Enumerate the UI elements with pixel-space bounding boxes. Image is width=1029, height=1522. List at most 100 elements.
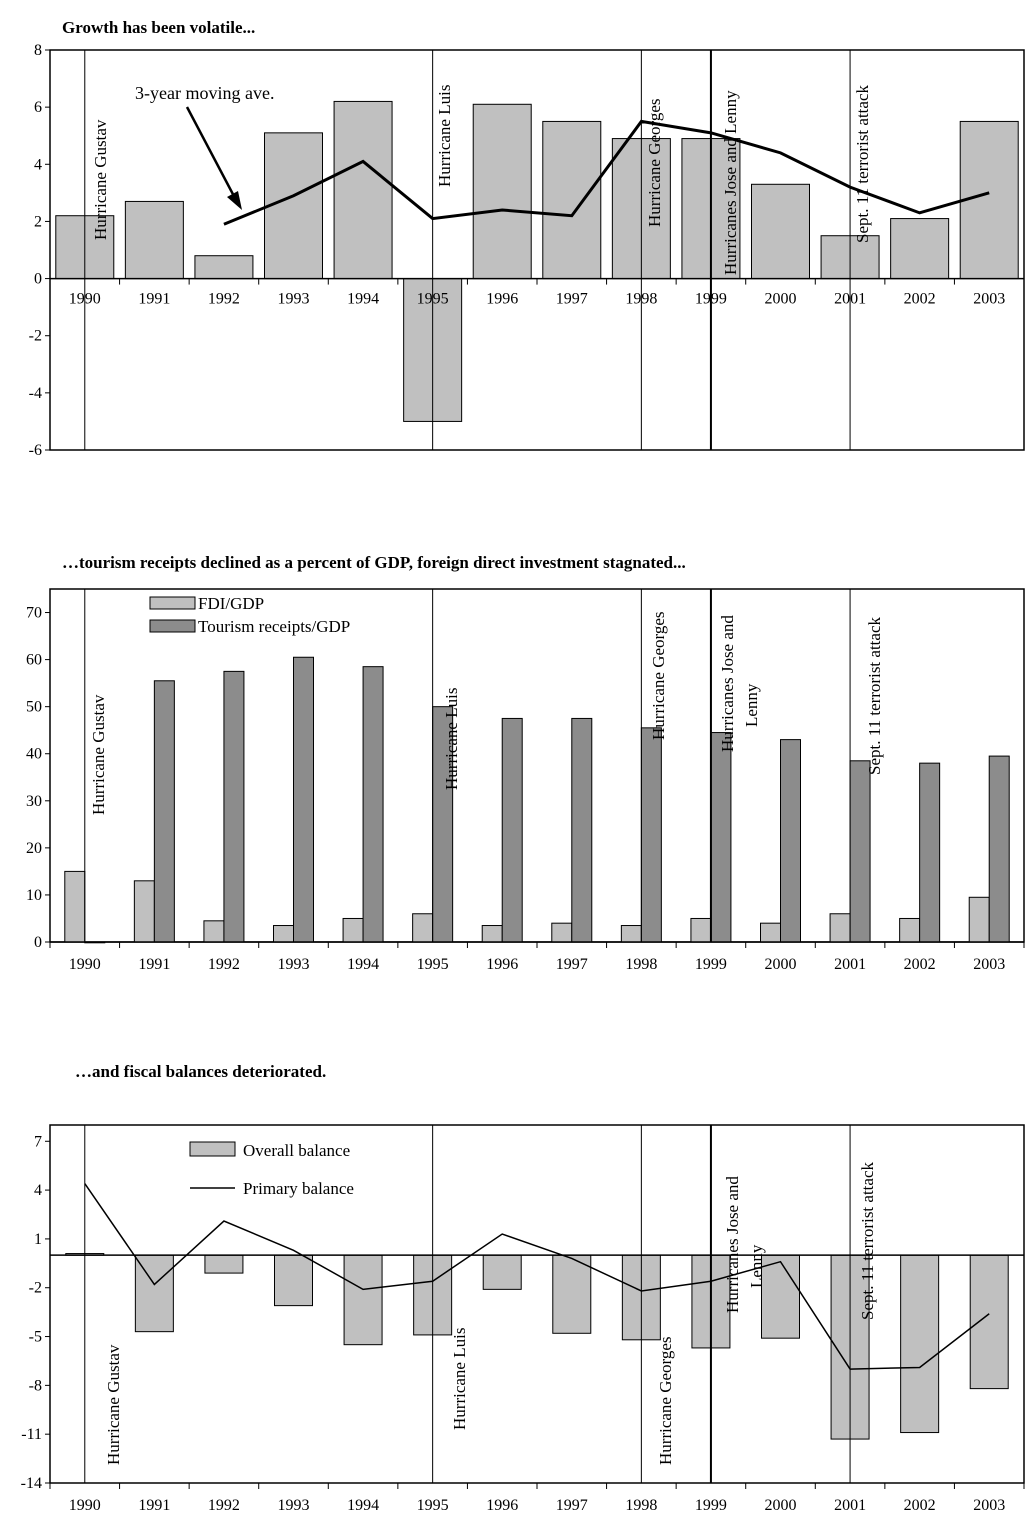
y-tick-label: 6: [34, 99, 42, 116]
y-tick-label: -4: [29, 385, 42, 402]
x-tick-label: 1995: [417, 291, 449, 308]
bar-tourism-receipts-gdp-2002: [919, 762, 941, 943]
bar-growth-1997: [542, 120, 602, 280]
event-label-1995: Hurricane Luis: [450, 1328, 469, 1430]
moving-average-annotation: 3-year moving ave.: [135, 83, 274, 103]
bar-growth-1996: [472, 103, 532, 280]
x-tick-label: 2003: [973, 1497, 1005, 1514]
x-tick-label: 1997: [556, 1497, 588, 1514]
y-tick-label: 7: [34, 1133, 42, 1150]
y-tick-label: -8: [29, 1377, 42, 1394]
bar-fdi-gdp-2001: [829, 913, 851, 943]
legend-swatch-fdi: [149, 596, 196, 610]
bar-overall-balance-1992: [204, 1254, 244, 1274]
bar-growth-1993: [264, 132, 323, 280]
x-tick-label: 2003: [973, 291, 1005, 308]
bar-tourism-receipts-gdp-1991: [153, 680, 175, 943]
y-tick-label: 0: [34, 271, 42, 288]
bar-overall-balance-1994: [343, 1254, 383, 1346]
x-tick-label: 1999: [695, 291, 727, 308]
event-label-1990: Hurricane Gustav: [91, 119, 110, 240]
x-tick-label: 2001: [834, 956, 866, 973]
y-tick-label: 30: [26, 793, 42, 810]
y-tick-label: 4: [34, 1182, 42, 1199]
event-label-2001: Sept. 11 terrorist attack: [853, 85, 872, 243]
fiscal-legend: Overall balance Primary balance: [189, 1141, 354, 1198]
bar-growth-1994: [333, 100, 393, 280]
bar-overall-balance-1991: [134, 1254, 174, 1333]
x-tick-label: 1992: [208, 956, 240, 973]
y-tick-label: -2: [29, 1280, 42, 1297]
bar-tourism-receipts-gdp-1993: [293, 656, 314, 943]
event-label-1995: Hurricane Luis: [435, 85, 454, 187]
x-tick-label: 1996: [486, 956, 518, 973]
x-tick-label: 1992: [208, 291, 240, 308]
bar-tourism-receipts-gdp-1999: [710, 732, 732, 943]
x-tick-label: 1994: [347, 291, 379, 308]
event-label-2001: Sept. 11 terrorist attack: [858, 1162, 877, 1320]
line-moving-average: [223, 119, 990, 226]
bar-overall-balance-2002: [900, 1254, 940, 1434]
bar-growth-1992: [194, 255, 254, 280]
x-tick-label: 1999: [695, 956, 727, 973]
x-tick-label: 1997: [556, 291, 588, 308]
event-label-1999: Hurricanes Jose and Lenny: [718, 615, 761, 752]
x-tick-label: 1990: [69, 291, 101, 308]
x-tick-label: 1990: [69, 1497, 101, 1514]
x-tick-label: 1999: [695, 1497, 727, 1514]
x-tick-label: 1993: [278, 291, 310, 308]
bar-overall-balance-2003: [969, 1254, 1009, 1390]
bar-fdi-gdp-1996: [481, 925, 503, 943]
legend-swatch-tourism: [149, 619, 196, 633]
bar-overall-balance-1997: [552, 1254, 592, 1334]
x-tick-label: 2000: [765, 1497, 797, 1514]
bar-fdi-gdp-2000: [760, 922, 781, 943]
event-label-1998: Hurricane Georges: [656, 1336, 675, 1465]
x-tick-label: 2002: [904, 956, 936, 973]
legend-label-tourism: Tourism receipts/GDP: [198, 617, 350, 636]
event-label-1990: Hurricane Gustav: [89, 694, 108, 815]
bar-overall-balance-1996: [482, 1254, 522, 1290]
event-label-2001: Sept. 11 terrorist attack: [865, 617, 884, 775]
x-tick-label: 1996: [486, 1497, 518, 1514]
bar-tourism-receipts-gdp-1998: [640, 727, 662, 943]
growth-chart: Growth has been volatile... Hurricane Gu…: [29, 18, 1025, 459]
bar-tourism-receipts-gdp-1997: [571, 717, 593, 943]
x-tick-label: 1998: [625, 1497, 657, 1514]
fiscal-balance-chart: …and fiscal balances deteriorated. Hurri…: [21, 1062, 1025, 1514]
tourism-fdi-chart: …tourism receipts declined as a percent …: [26, 553, 1025, 973]
x-tick-label: 2000: [765, 291, 797, 308]
legend-label-primary: Primary balance: [243, 1179, 354, 1198]
tourism-chart-title: …tourism receipts declined as a percent …: [62, 553, 686, 572]
legend-swatch-overall: [189, 1141, 236, 1157]
x-tick-label: 1991: [138, 956, 170, 973]
y-tick-label: -11: [21, 1426, 42, 1443]
y-tick-label: 40: [26, 746, 42, 763]
y-tick-label: 20: [26, 840, 42, 857]
y-tick-label: -5: [29, 1329, 42, 1346]
y-tick-label: 10: [26, 887, 42, 904]
bar-tourism-receipts-gdp-1996: [501, 717, 523, 943]
y-tick-label: 60: [26, 652, 42, 669]
moving-average-arrow: [185, 106, 238, 201]
y-tick-label: 70: [26, 605, 42, 622]
bar-tourism-receipts-gdp-1994: [362, 666, 384, 943]
bar-tourism-receipts-gdp-2001: [849, 760, 871, 943]
bar-fdi-gdp-1992: [203, 920, 225, 943]
bar-overall-balance-2000: [761, 1254, 800, 1339]
x-tick-label: 2002: [904, 291, 936, 308]
bar-fdi-gdp-1998: [620, 925, 642, 943]
x-tick-label: 1990: [69, 956, 101, 973]
legend-label-fdi: FDI/GDP: [198, 594, 264, 613]
line-primary-balance: [84, 1183, 990, 1370]
x-tick-label: 1995: [417, 956, 449, 973]
y-tick-label: 50: [26, 699, 42, 716]
y-tick-label: 2: [34, 213, 42, 230]
x-tick-label: 1997: [556, 956, 588, 973]
bar-fdi-gdp-2003: [968, 896, 990, 943]
moving-average-arrowhead: [227, 191, 242, 210]
x-tick-label: 2001: [834, 291, 866, 308]
y-tick-label: -6: [29, 442, 42, 459]
bar-overall-balance-1993: [274, 1254, 313, 1307]
